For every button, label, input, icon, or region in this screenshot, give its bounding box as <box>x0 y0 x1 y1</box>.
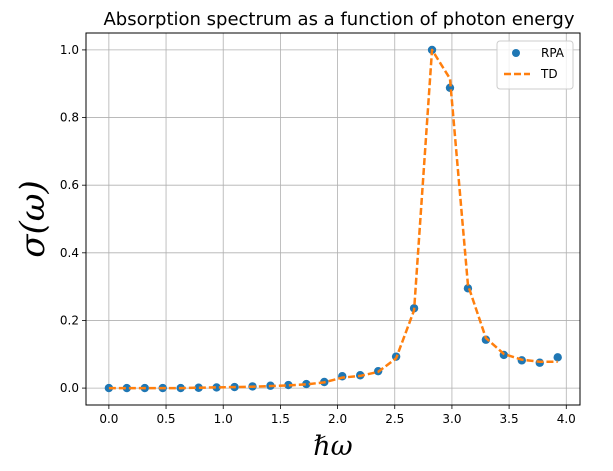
x-tick-label: 1.0 <box>214 412 233 426</box>
legend: RPA TD <box>496 40 574 90</box>
y-tick-label: 0.8 <box>60 111 79 125</box>
rpa-point <box>553 353 562 362</box>
x-tick-label: 3.5 <box>500 412 519 426</box>
td-line <box>108 48 558 390</box>
rpa-point <box>302 379 311 389</box>
x-axis-label: ℏω <box>313 431 352 462</box>
rpa-point <box>481 335 491 344</box>
axis-ticks: 0.0 0.5 1.0 1.5 2.0 2.5 3.0 3.5 4.0 0.0 0.2 0.4 0.6 0… <box>60 43 576 426</box>
x-tick-label: 2.0 <box>328 412 347 426</box>
legend-marker-rpa <box>512 49 520 57</box>
y-tick-label: 0.2 <box>60 313 79 327</box>
rpa-point <box>284 380 293 390</box>
x-tick-label: 4.0 <box>557 412 576 426</box>
legend-label-td: TD <box>540 67 558 81</box>
y-tick-label: 1.0 <box>60 43 79 57</box>
chart-title: Absorption spectrum as a function of pho… <box>103 9 574 30</box>
plot-frame <box>85 32 581 406</box>
rpa-point <box>212 383 221 392</box>
y-axis-label: σ(ω) <box>13 180 53 257</box>
y-tick-label: 0.0 <box>60 381 79 395</box>
rpa-point <box>194 383 203 392</box>
y-tick-label: 0.4 <box>60 246 79 260</box>
x-tick-label: 0.0 <box>99 412 118 426</box>
x-tick-label: 0.5 <box>156 412 175 426</box>
x-tick-label: 1.5 <box>271 412 290 426</box>
legend-label-rpa: RPA <box>541 46 565 60</box>
plot-area <box>104 45 562 393</box>
x-tick-label: 3.0 <box>442 412 461 426</box>
rpa-point <box>122 383 132 393</box>
y-tick-label: 0.6 <box>60 178 79 192</box>
x-tick-label: 2.5 <box>385 412 404 426</box>
grid <box>86 33 580 405</box>
